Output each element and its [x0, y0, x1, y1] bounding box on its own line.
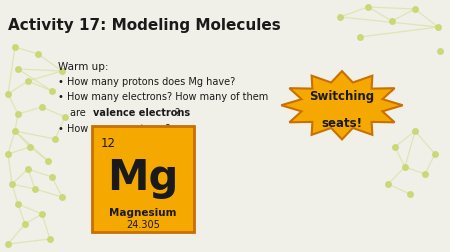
- Polygon shape: [281, 72, 403, 140]
- Text: valence electrons: valence electrons: [93, 107, 190, 117]
- Text: Switching: Switching: [310, 89, 374, 102]
- Text: 12: 12: [100, 136, 115, 149]
- Text: Activity 17: Modeling Molecules: Activity 17: Modeling Molecules: [8, 18, 281, 33]
- Text: Warm up:: Warm up:: [58, 62, 109, 72]
- Text: are: are: [70, 107, 89, 117]
- Text: Mg: Mg: [107, 156, 179, 198]
- Text: • How many protons does Mg have?: • How many protons does Mg have?: [58, 77, 236, 87]
- Text: • How many neutrons?: • How many neutrons?: [58, 123, 171, 134]
- Text: Magnesium: Magnesium: [109, 207, 176, 217]
- FancyBboxPatch shape: [92, 126, 194, 232]
- Text: • How many electrons? How many of them: • How many electrons? How many of them: [58, 92, 269, 102]
- Text: seats!: seats!: [321, 117, 363, 130]
- Text: ?: ?: [174, 107, 179, 117]
- Text: 24.305: 24.305: [126, 219, 160, 229]
